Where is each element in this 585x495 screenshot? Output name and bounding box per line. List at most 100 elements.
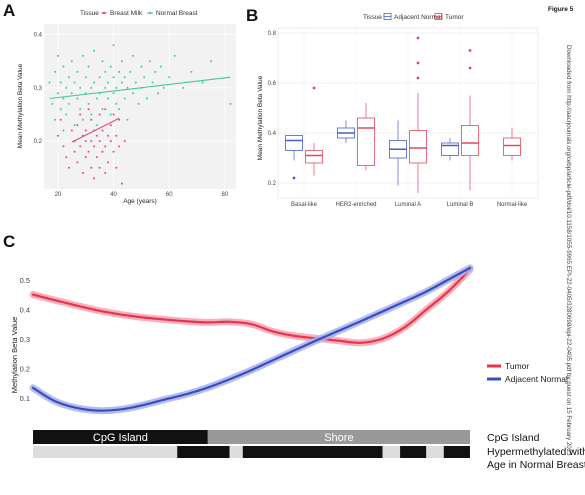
panel-c-y-tick-label: 0.2 <box>20 365 30 374</box>
panel-a-point-breast-milk <box>112 150 115 153</box>
panel-b-x-tick-label: Normal-like <box>497 202 528 208</box>
track-segment-label-shore: Shore <box>324 432 353 444</box>
panel-a-point-normal-breast <box>95 124 98 127</box>
panel-c-line-tumor <box>31 268 472 344</box>
box-outlier-tumor-luminal-b <box>468 49 472 52</box>
box-outlier-tumor-luminal-a <box>416 61 420 65</box>
panel-a-point-normal-breast <box>137 102 140 105</box>
panel-b-legend-tumor: Tumor <box>445 14 464 21</box>
panel-a-point-normal-breast <box>84 76 87 79</box>
panel-a-point-breast-milk <box>93 177 96 180</box>
track-2-segment <box>229 446 243 458</box>
box-tumor-basal-like <box>305 150 323 164</box>
track-2-segment <box>242 446 383 458</box>
panel-a-point-normal-breast <box>62 129 65 132</box>
panel-a-point-breast-milk <box>98 113 101 116</box>
track-2-segment <box>33 446 178 458</box>
panel-b-legend-title: Tissue <box>363 14 382 21</box>
box-adjacent-normal-basal-like <box>285 135 303 151</box>
legend-dot-normal-breast <box>148 11 152 15</box>
panel-a-point-normal-breast <box>162 86 165 89</box>
track-segment-label-cpg-island: CpG Island <box>93 432 148 444</box>
panel-a-point-normal-breast <box>157 92 160 95</box>
panel-a-point-normal-breast <box>134 81 137 84</box>
panel-b-label: B <box>246 6 258 25</box>
panel-a-point-breast-milk <box>104 108 107 111</box>
panel-b-y-axis-label: Mean Methylation Beta Value <box>257 75 264 160</box>
panel-a-point-normal-breast <box>118 108 121 111</box>
panel-a-point-breast-milk <box>95 134 98 137</box>
panel-a-point-normal-breast <box>70 92 73 95</box>
panel-b-boxes <box>285 36 521 193</box>
panel-a-y-tick-label: 0.2 <box>34 139 43 145</box>
panel-a-plot-background <box>44 24 236 189</box>
panel-a-point-normal-breast <box>118 70 121 73</box>
panel-a-x-axis-label: Age (years) <box>123 198 157 205</box>
panel-a-point-normal-breast <box>173 54 176 57</box>
panel-a-point-normal-breast <box>123 76 126 79</box>
panel-a-point-breast-milk <box>79 113 82 116</box>
panel-a-point-breast-milk <box>84 129 87 132</box>
panel-a-point-normal-breast <box>90 86 93 89</box>
panel-a-point-normal-breast <box>101 108 104 111</box>
panel-a-legend: Tissue Breast Milk Normal Breast <box>80 10 198 17</box>
panel-a-point-breast-milk <box>95 156 98 159</box>
panel-c-legend-tumor: Tumor <box>505 361 529 371</box>
panel-a-point-breast-milk <box>112 113 115 116</box>
track-label-hypermethylated-line1: Hypermethylated with <box>487 446 585 458</box>
panel-c-legend-adjacent-normal: Adjacent Normal <box>505 374 568 384</box>
panel-a-point-normal-breast <box>145 97 148 100</box>
panel-a-point-normal-breast <box>229 102 232 105</box>
box-outlier-tumor-luminal-a <box>416 76 420 80</box>
track-label-hypermethylated-line2: Age in Normal Breast <box>487 459 585 471</box>
panel-a-point-normal-breast <box>73 124 76 127</box>
panel-a-legend-breast-milk: Breast Milk <box>110 10 143 17</box>
panel-a-point-breast-milk <box>123 140 126 143</box>
panel-c-y-tick-label: 0.5 <box>20 276 30 285</box>
panel-a-point-normal-breast <box>190 70 193 73</box>
panel-b: 0.2 0.4 0.6 0.8 Basal-like HER2-enriched Lumin… <box>257 13 539 208</box>
panel-b-x-tick-label: Luminal A <box>395 202 421 208</box>
panel-a-x-tick-label: 20 <box>55 192 62 198</box>
box-tumor-her2-enriched <box>357 117 375 166</box>
panel-a-point-normal-breast <box>68 102 71 105</box>
panel-a-point-breast-milk <box>98 166 101 169</box>
panel-a-point-normal-breast <box>93 49 96 52</box>
track-2-segment <box>426 446 444 458</box>
panel-c: 0.1 0.2 0.3 0.4 0.5 Methylation Beta Value T… <box>10 264 585 471</box>
panel-a-point-normal-breast <box>107 81 109 84</box>
panel-b-ticks: 0.2 0.4 0.6 0.8 Basal-like HER2-enriched Lumin… <box>268 31 528 208</box>
panel-b-x-tick-label: HER2-enriched <box>335 202 376 208</box>
track-2-segment <box>382 446 401 458</box>
panel-a-trends <box>49 76 231 143</box>
panel-a-point-normal-breast <box>68 76 71 79</box>
panel-a-point-breast-milk <box>101 129 104 132</box>
panel-a-point-normal-breast <box>209 60 212 63</box>
panel-a-point-breast-milk <box>118 118 121 121</box>
panel-a-x-tick-label: 80 <box>222 192 229 198</box>
panel-a-point-normal-breast <box>126 86 129 89</box>
panel-a-point-normal-breast <box>54 118 57 121</box>
panel-a-point-normal-breast <box>79 86 82 89</box>
panel-a: 20 40 60 80 0.2 0.3 0.4 Tissue Breast Milk Nor… <box>17 10 236 205</box>
panel-a-point-breast-milk <box>101 150 104 153</box>
panel-a-point-normal-breast <box>123 97 126 100</box>
panel-a-point-normal-breast <box>143 76 146 79</box>
panel-c-line-adjacent-normal <box>31 266 472 412</box>
panel-a-point-normal-breast <box>93 81 96 84</box>
panel-a-point-breast-milk <box>93 145 96 148</box>
panel-a-point-normal-breast <box>95 97 98 100</box>
box-outlier-tumor-basal-like <box>312 86 316 90</box>
panel-c-legend: Tumor Adjacent Normal <box>487 361 568 384</box>
box-outlier-tumor-luminal-b <box>468 66 472 70</box>
panel-a-point-normal-breast <box>129 70 132 73</box>
panel-a-y-tick-label: 0.4 <box>34 33 43 39</box>
panel-a-point-breast-milk <box>98 140 101 143</box>
track-1-segment <box>207 430 471 444</box>
panel-a-point-normal-breast <box>79 108 82 111</box>
panel-a-point-normal-breast <box>76 97 79 100</box>
panel-a-point-normal-breast <box>120 81 123 84</box>
panel-b-y-tick-label: 0.8 <box>268 31 277 37</box>
panel-a-point-normal-breast <box>104 70 107 73</box>
panel-c-y-tick-label: 0.3 <box>20 335 30 344</box>
